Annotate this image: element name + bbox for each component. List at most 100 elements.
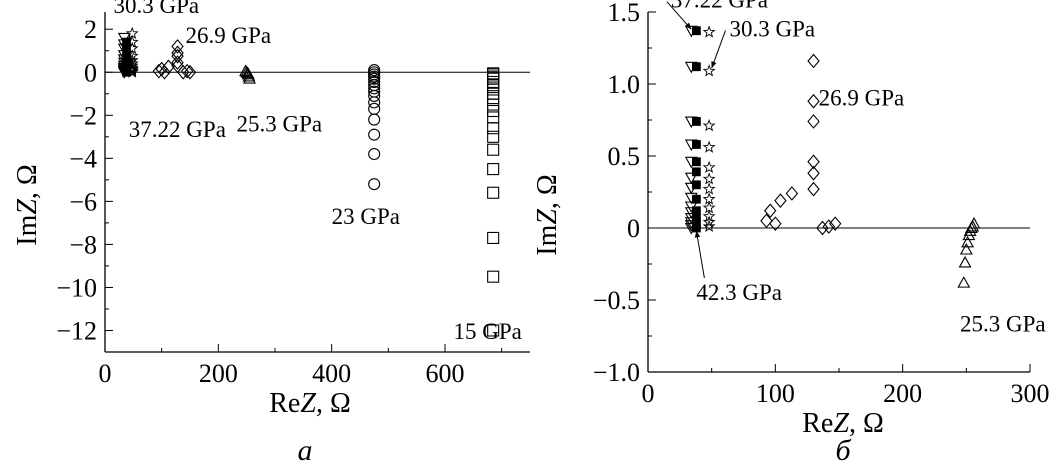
data-point — [171, 48, 184, 64]
data-point — [122, 67, 131, 77]
x-tick-label: 0 — [642, 379, 655, 408]
data-point — [807, 154, 820, 170]
y-axis-title: ImZ, Ω — [532, 174, 563, 256]
data-point — [487, 143, 500, 156]
data-point — [487, 130, 500, 143]
x-tick-label: 400 — [312, 359, 351, 388]
annotation-label: 37.22 GPa — [129, 117, 226, 142]
data-point — [807, 114, 820, 129]
data-point — [487, 98, 500, 111]
data-point — [368, 96, 381, 109]
data-point — [785, 186, 799, 201]
panel-a: 0 200 400 600 2 0 −2 −4 −6 −8 −10 −12 ReZ, Ω ImZ, Ω а 3… — [12, 0, 530, 467]
data-point — [691, 167, 701, 177]
annotation-label: 15 GPa — [454, 319, 522, 344]
series-star — [702, 25, 716, 233]
annotation-label: 30.3 GPa — [114, 0, 200, 18]
series-circle — [368, 64, 381, 191]
annotation-arrowhead — [694, 230, 701, 238]
y-tick-label: −2 — [69, 101, 97, 130]
y-tick-label: 2 — [84, 15, 97, 44]
x-tick-label: 0 — [99, 359, 112, 388]
y-tick-label: 1.0 — [608, 70, 641, 99]
data-point — [816, 220, 829, 236]
data-point — [702, 118, 716, 132]
annotation-arrow — [711, 30, 726, 69]
annotation-label: 42.3 GPa — [696, 280, 782, 305]
annotation-arrowhead — [684, 22, 692, 30]
data-point — [702, 219, 716, 233]
x-axis-title: ReZ, Ω — [269, 388, 351, 419]
data-point — [487, 111, 500, 124]
data-point — [702, 140, 716, 153]
data-point — [368, 102, 381, 115]
data-point — [152, 63, 166, 79]
annotation-label: 23 GPa — [332, 204, 400, 229]
data-point — [368, 147, 381, 161]
data-point — [171, 39, 184, 54]
data-point — [807, 53, 820, 69]
data-point — [368, 89, 381, 102]
data-point — [691, 26, 701, 36]
data-point — [822, 219, 836, 234]
annotation-label: 26.9 GPa — [819, 86, 905, 111]
data-point — [957, 276, 971, 288]
data-point — [487, 122, 500, 135]
x-tick-label: 300 — [1011, 379, 1050, 408]
data-point — [702, 25, 716, 38]
y-tick-label: −1.0 — [593, 358, 640, 387]
data-point — [487, 87, 500, 100]
data-point — [183, 64, 197, 80]
y-axis-title: ImZ, Ω — [12, 164, 43, 246]
annotation-label: 26.9 GPa — [185, 23, 271, 48]
series-filled-square — [122, 37, 131, 77]
y-tick-label: 0 — [84, 58, 97, 87]
data-point — [368, 128, 381, 141]
series-triangle-up — [239, 64, 256, 84]
x-tick-label: 600 — [426, 359, 465, 388]
annotation-label: 30.3 GPa — [729, 16, 815, 41]
data-point — [691, 194, 701, 204]
data-point — [368, 178, 381, 191]
series-triangle-up — [957, 217, 981, 288]
data-point — [962, 228, 976, 241]
data-point — [122, 44, 131, 53]
data-point — [691, 62, 701, 72]
y-tick-label: 0.5 — [608, 142, 641, 171]
data-point — [487, 324, 500, 337]
data-point — [828, 216, 842, 232]
data-point — [760, 213, 773, 229]
panel-label: б — [835, 434, 851, 467]
y-tick-label: −6 — [69, 187, 97, 216]
annotation-arrowhead — [711, 61, 717, 69]
data-point — [691, 117, 701, 126]
series-diamond — [760, 53, 842, 236]
data-point — [158, 64, 171, 80]
y-tick-label: −0.5 — [593, 286, 640, 315]
series-filled-square — [691, 26, 701, 233]
annotation-label: 25.3 GPa — [236, 111, 322, 136]
data-point — [171, 55, 184, 70]
x-axis-title: ReZ, Ω — [802, 408, 884, 439]
data-point — [684, 172, 698, 185]
data-point — [702, 160, 716, 174]
data-point — [180, 63, 194, 79]
data-point — [368, 75, 381, 88]
y-tick-label: −8 — [69, 230, 97, 259]
x-tick-label: 100 — [756, 379, 795, 408]
data-point — [702, 182, 716, 195]
x-tick-label: 200 — [199, 359, 238, 388]
data-point — [702, 172, 716, 185]
data-point — [958, 255, 972, 268]
data-point — [807, 181, 820, 197]
data-point — [702, 209, 716, 222]
panel-label: а — [298, 434, 313, 467]
data-point — [368, 72, 381, 85]
data-point — [368, 113, 381, 126]
data-point — [702, 64, 716, 77]
data-point — [764, 203, 777, 219]
y-tick-label: −10 — [56, 273, 97, 302]
data-point — [691, 140, 701, 149]
data-point — [807, 93, 820, 109]
series-square — [487, 67, 500, 337]
